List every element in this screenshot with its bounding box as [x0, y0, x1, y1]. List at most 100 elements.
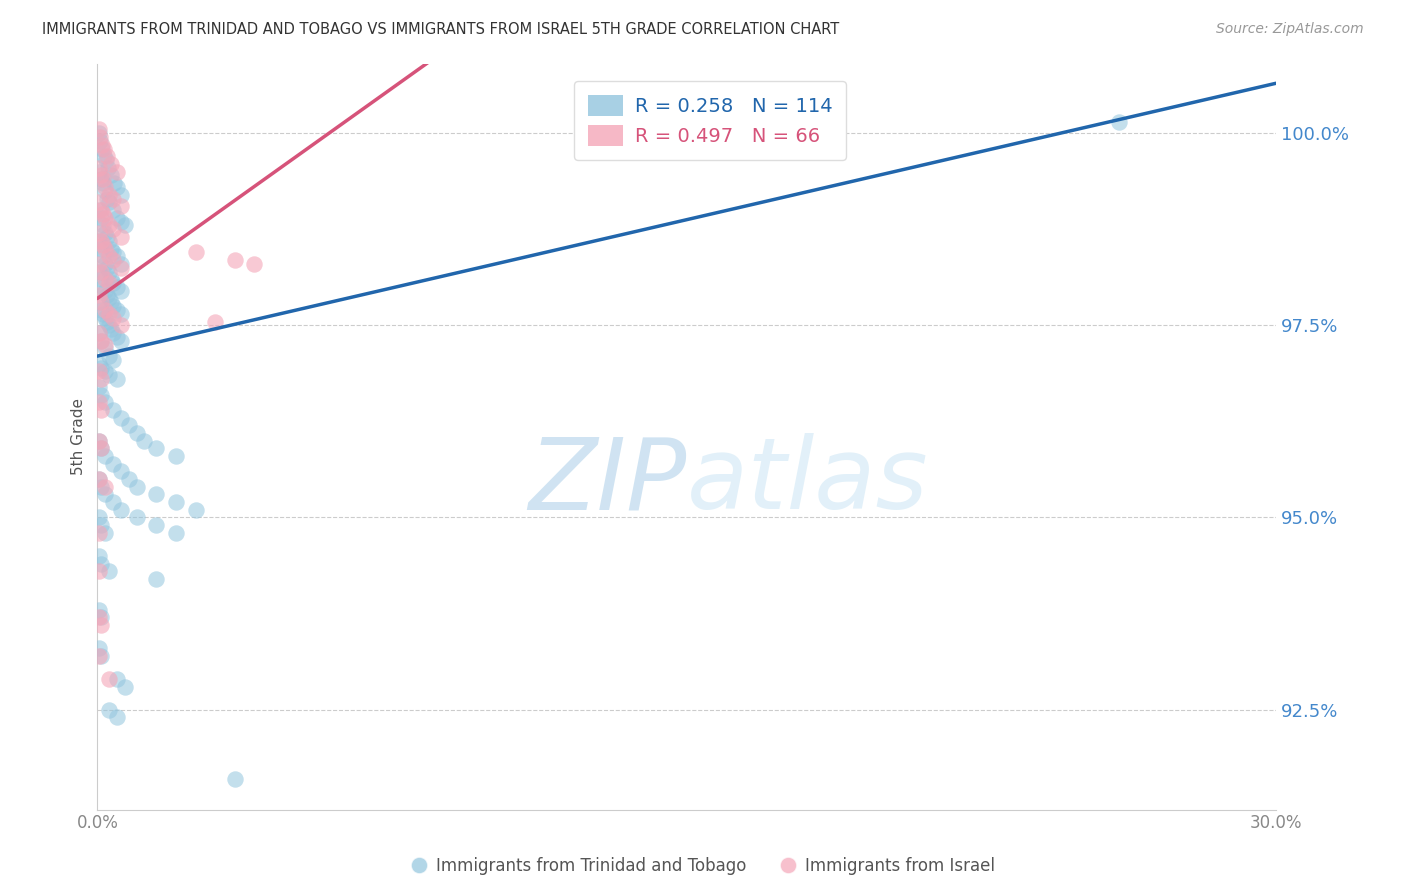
Point: [105, 672, 128, 686]
Point: [89, 195, 111, 210]
Point: [110, 187, 132, 202]
Point: [110, 260, 132, 275]
Point: [89, 134, 111, 148]
Point: [94, 342, 117, 356]
Point: [101, 253, 124, 268]
Point: [90, 442, 112, 456]
Point: [101, 495, 124, 509]
Text: IMMIGRANTS FROM TRINIDAD AND TOBAGO VS IMMIGRANTS FROM ISRAEL 5TH GRADE CORRELAT: IMMIGRANTS FROM TRINIDAD AND TOBAGO VS I…: [42, 22, 839, 37]
Point: [96, 314, 118, 328]
Point: [110, 318, 132, 333]
Point: [101, 353, 124, 368]
Point: [118, 472, 141, 486]
Point: [90, 169, 112, 183]
Y-axis label: 5th Grade: 5th Grade: [72, 399, 86, 475]
Point: [243, 257, 266, 271]
Point: [98, 703, 121, 717]
Point: [110, 464, 132, 478]
Point: [110, 199, 132, 213]
Legend: Immigrants from Trinidad and Tobago, Immigrants from Israel: Immigrants from Trinidad and Tobago, Imm…: [402, 849, 1004, 884]
Point: [94, 525, 117, 540]
Point: [101, 192, 124, 206]
Point: [96, 230, 118, 244]
Point: [101, 310, 124, 325]
Point: [100, 169, 122, 183]
Point: [90, 295, 112, 310]
Point: [91, 307, 114, 321]
Point: [89, 510, 111, 524]
Point: [114, 680, 136, 694]
Point: [98, 368, 121, 383]
Point: [101, 245, 124, 260]
Point: [184, 503, 207, 517]
Point: [105, 330, 128, 344]
Point: [89, 648, 111, 663]
Point: [94, 395, 117, 409]
Point: [98, 307, 121, 321]
Point: [96, 149, 118, 163]
Point: [101, 203, 124, 218]
Point: [90, 242, 112, 256]
Point: [94, 257, 117, 271]
Point: [90, 403, 112, 417]
Point: [100, 242, 122, 256]
Point: [94, 242, 117, 256]
Point: [100, 295, 122, 310]
Point: [145, 572, 167, 586]
Point: [184, 245, 207, 260]
Point: [89, 326, 111, 340]
Legend: R = 0.258   N = 114, R = 0.497   N = 66: R = 0.258 N = 114, R = 0.497 N = 66: [575, 81, 846, 160]
Point: [94, 310, 117, 325]
Point: [98, 276, 121, 290]
Point: [165, 495, 187, 509]
Point: [94, 153, 117, 168]
Point: [100, 272, 122, 286]
Point: [89, 122, 111, 136]
Point: [89, 364, 111, 378]
Point: [98, 195, 121, 210]
Point: [101, 403, 124, 417]
Point: [89, 564, 111, 578]
Point: [110, 503, 132, 517]
Point: [100, 157, 122, 171]
Point: [96, 287, 118, 301]
Point: [165, 449, 187, 463]
Point: [105, 303, 128, 318]
Point: [105, 710, 128, 724]
Point: [110, 334, 132, 348]
Point: [110, 214, 132, 228]
Point: [89, 434, 111, 448]
Point: [110, 307, 132, 321]
Point: [101, 222, 124, 236]
Point: [89, 234, 111, 248]
Point: [90, 234, 112, 248]
Point: [105, 280, 128, 294]
Point: [114, 219, 136, 233]
Point: [101, 457, 124, 471]
Point: [91, 142, 114, 156]
Point: [96, 260, 118, 275]
Point: [89, 295, 111, 310]
Point: [98, 564, 121, 578]
Point: [89, 380, 111, 394]
Point: [105, 249, 128, 263]
Point: [90, 372, 112, 386]
Point: [98, 349, 121, 363]
Point: [105, 180, 128, 194]
Text: ZIP: ZIP: [529, 433, 686, 530]
Point: [89, 287, 111, 301]
Point: [96, 192, 118, 206]
Point: [118, 418, 141, 433]
Point: [90, 334, 112, 348]
Point: [97, 161, 120, 175]
Point: [90, 211, 112, 225]
Point: [89, 395, 111, 409]
Point: [90, 360, 112, 375]
Point: [91, 172, 114, 186]
Point: [89, 226, 111, 240]
Point: [89, 326, 111, 340]
Point: [91, 137, 114, 152]
Point: [98, 672, 121, 686]
Point: [98, 219, 121, 233]
Point: [94, 303, 117, 318]
